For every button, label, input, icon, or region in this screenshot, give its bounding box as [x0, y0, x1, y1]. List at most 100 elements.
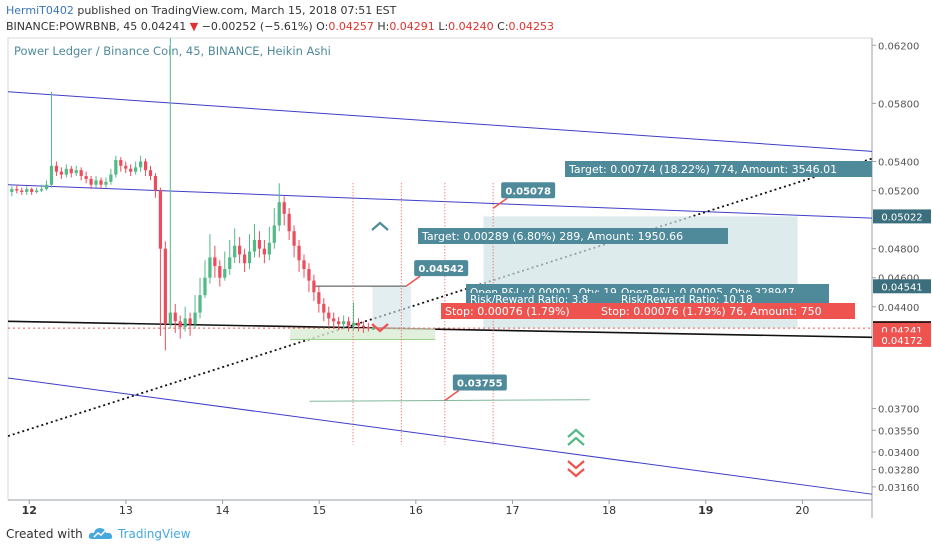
y-tick-label: 0.06200 — [878, 41, 919, 52]
candle-body — [84, 176, 88, 179]
candle-body — [158, 190, 163, 249]
candle-body — [242, 254, 247, 264]
candle-body — [30, 189, 34, 192]
candle-body — [89, 178, 93, 185]
candle-body — [79, 170, 83, 177]
candle — [25, 186, 29, 195]
candle-body — [262, 248, 266, 255]
candle — [44, 180, 49, 191]
candle — [114, 155, 118, 178]
candle-body — [25, 189, 29, 192]
candle — [109, 168, 113, 185]
candle — [178, 315, 182, 339]
open-label: O: — [316, 20, 329, 33]
candle — [138, 155, 143, 172]
candle — [69, 165, 73, 178]
candle — [361, 321, 366, 333]
candle — [148, 165, 153, 181]
x-tick-label: 18 — [602, 504, 616, 517]
price-callout: 0.04542 — [405, 260, 469, 287]
candle-body — [54, 165, 59, 172]
price-axis-label: 0.05022 — [873, 209, 931, 224]
candle-body — [198, 295, 202, 313]
candle-body — [193, 312, 197, 325]
candle — [30, 187, 34, 195]
candle — [203, 260, 207, 299]
callout-pointer — [492, 197, 508, 209]
high-label: H: — [377, 20, 390, 33]
stop-label-1: Stop: 0.00076 (1.79%) — [441, 303, 603, 319]
candle — [84, 171, 88, 184]
up-chevron-icon — [371, 221, 389, 231]
candle-body — [64, 168, 68, 175]
price-axis-label-text: 0.04241 — [881, 326, 922, 337]
candle — [228, 239, 232, 275]
callout-text: 0.04542 — [418, 264, 464, 275]
tradingview-brand[interactable]: TradingView — [118, 527, 191, 541]
candle — [188, 312, 192, 336]
candle — [39, 184, 44, 192]
candle-body — [44, 184, 49, 190]
close-value: 0.04253 — [508, 20, 555, 33]
candle — [257, 231, 262, 258]
candle-body — [322, 303, 326, 313]
x-tick-label: 16 — [409, 504, 423, 517]
candle-body — [302, 260, 306, 269]
price-axis-label-text: 0.04172 — [881, 336, 922, 347]
candle-body — [35, 190, 39, 192]
candle — [213, 245, 217, 278]
candle — [337, 316, 341, 331]
candle — [89, 176, 93, 190]
change-down-icon: ▼ — [189, 20, 199, 33]
candle — [193, 295, 197, 329]
candle — [10, 186, 14, 197]
y-tick-label: 0.05400 — [878, 157, 919, 168]
candle-body — [252, 239, 257, 252]
y-tick-label: 0.03400 — [878, 448, 919, 459]
candle-body — [292, 231, 296, 246]
candle-body — [148, 170, 153, 177]
author-link[interactable]: HermiT0402 — [6, 4, 74, 17]
candle-body — [317, 292, 321, 304]
candle-body — [74, 170, 78, 174]
candle — [327, 306, 331, 326]
candle-body — [312, 280, 316, 293]
candle — [233, 228, 237, 264]
dotted-trend-line — [7, 157, 873, 437]
x-tick-label: 20 — [795, 504, 809, 517]
up-chevron-icon — [567, 436, 585, 446]
candle-body — [272, 225, 276, 243]
candle-body — [134, 167, 138, 172]
high-value: 0.04291 — [389, 20, 435, 33]
candle-body — [208, 257, 212, 278]
candle-body — [153, 176, 158, 191]
up-chevron-icon — [567, 428, 585, 438]
target-label-1-box — [418, 228, 728, 244]
candle-body — [183, 318, 187, 328]
candle — [129, 164, 133, 177]
close-label: C: — [497, 20, 509, 33]
stop-zone — [290, 328, 436, 340]
price-axis-label-box — [873, 332, 931, 347]
candle-body — [49, 165, 54, 185]
publish-line: HermiT0402 published on TradingView.com,… — [6, 4, 396, 17]
footer: Created with TradingView — [0, 518, 932, 550]
candle — [238, 237, 242, 264]
candle — [124, 161, 128, 174]
candle — [356, 318, 361, 332]
channel-line — [7, 377, 873, 495]
low-label: L: — [438, 20, 449, 33]
candle — [287, 207, 291, 240]
candle-body — [287, 213, 291, 232]
y-tick-label: 0.05200 — [878, 187, 919, 198]
last-price: 0.04241 — [140, 20, 187, 33]
candle — [104, 177, 108, 188]
y-tick-label: 0.04800 — [878, 245, 919, 256]
candle — [79, 167, 83, 181]
down-chevron-icon — [567, 468, 585, 478]
y-tick-label: 0.03280 — [878, 465, 919, 476]
price-chart[interactable]: Power Ledger / Binance Coin, 45, BINANCE… — [0, 0, 932, 518]
channel-line — [7, 91, 873, 152]
callout-box — [452, 374, 507, 391]
candle — [49, 91, 54, 188]
